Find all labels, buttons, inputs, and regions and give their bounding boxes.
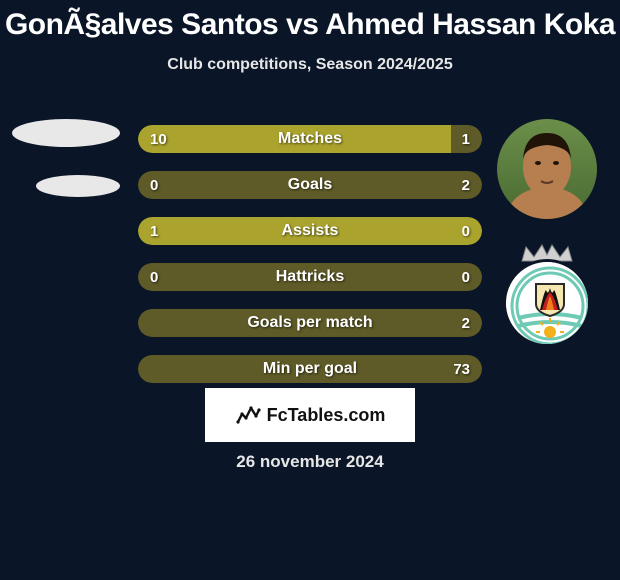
- stat-row: 00Hattricks: [138, 263, 482, 291]
- player2-column: [492, 119, 602, 355]
- player2-club-crest: [497, 245, 597, 355]
- stat-label: Assists: [138, 217, 482, 245]
- stat-label: Matches: [138, 125, 482, 153]
- stat-row: 02Goals: [138, 171, 482, 199]
- stat-label: Goals: [138, 171, 482, 199]
- stat-row: 73Min per goal: [138, 355, 482, 383]
- stat-row: 10Assists: [138, 217, 482, 245]
- branding-logo-icon: [235, 402, 261, 428]
- stat-label: Hattricks: [138, 263, 482, 291]
- date: 26 november 2024: [0, 452, 620, 472]
- branding: FcTables.com: [205, 388, 415, 442]
- subtitle: Club competitions, Season 2024/2025: [0, 56, 620, 74]
- player1-placeholder: [6, 119, 126, 197]
- player2-avatar: [497, 119, 597, 219]
- player1-club-placeholder: [36, 175, 120, 197]
- page-title: GonÃ§alves Santos vs Ahmed Hassan Koka: [0, 0, 620, 42]
- stat-row: 101Matches: [138, 125, 482, 153]
- stats-column: 101Matches 02Goals 10Assists 00Hattricks 2Go…: [138, 125, 482, 383]
- branding-text: FcTables.com: [267, 405, 386, 426]
- stat-label: Goals per match: [138, 309, 482, 337]
- player1-photo-placeholder: [12, 119, 120, 147]
- stat-label: Min per goal: [138, 355, 482, 383]
- stat-row: 2Goals per match: [138, 309, 482, 337]
